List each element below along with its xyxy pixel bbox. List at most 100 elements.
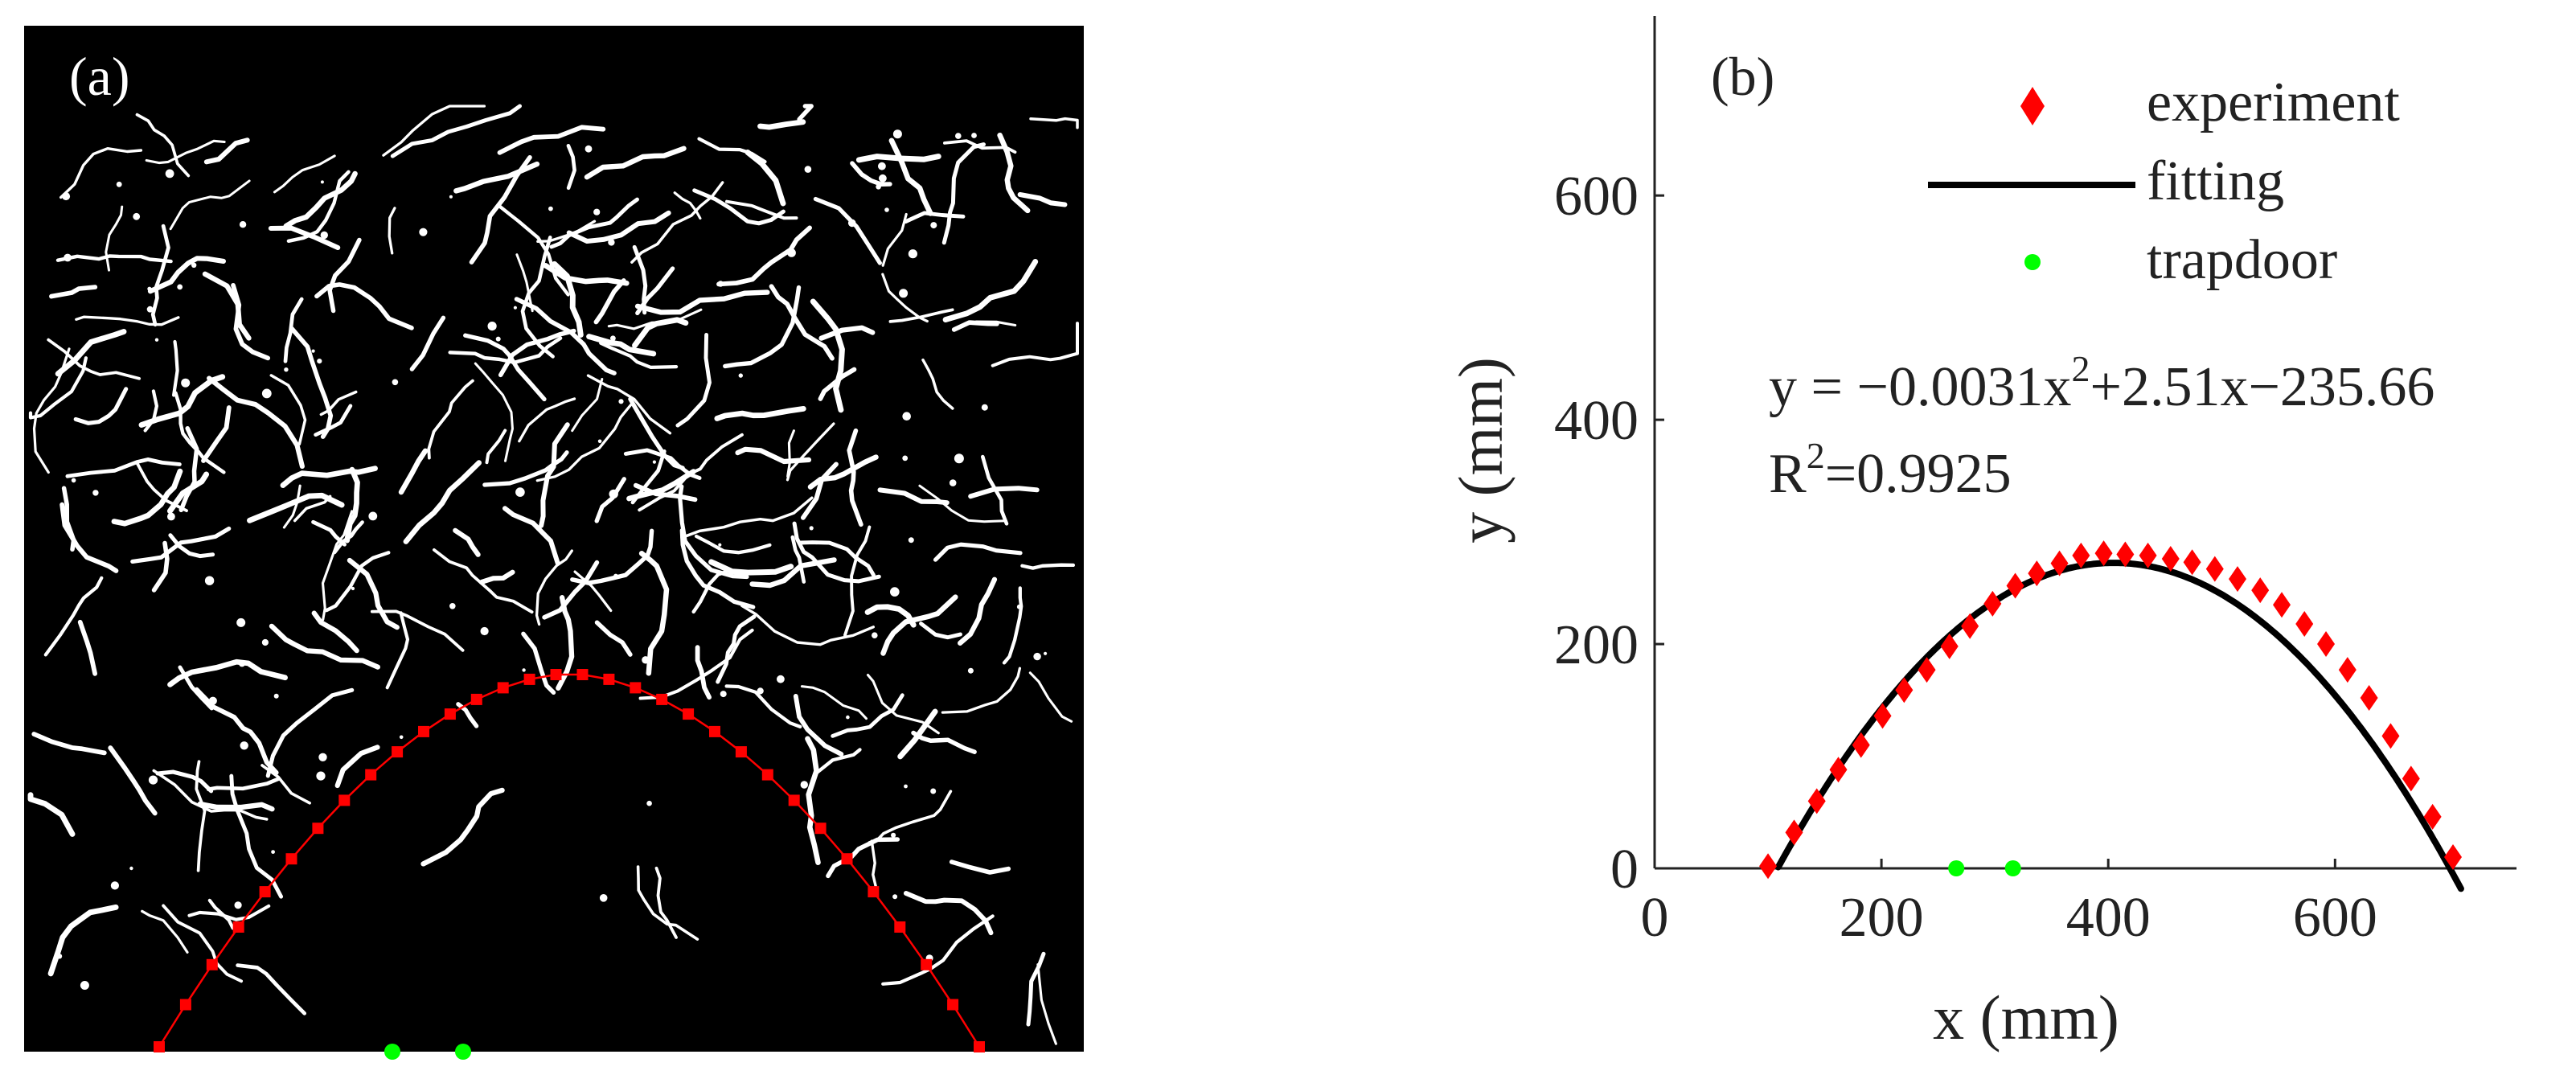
crack-blob: [80, 981, 89, 990]
crack: [801, 462, 839, 520]
crack: [814, 748, 862, 776]
crack-blob: [955, 133, 962, 139]
panel-a-label: (a): [69, 46, 129, 107]
experiment-point: [2161, 546, 2180, 572]
r-squared-tail: =0.9925: [1825, 443, 2012, 505]
arch-point: [232, 921, 244, 933]
crack-blob: [930, 222, 937, 229]
crack: [679, 528, 756, 609]
x-axis-label: x (mm): [1933, 983, 2119, 1052]
crack: [800, 685, 868, 720]
crack: [757, 119, 806, 130]
legend: experiment fitting trapdoor: [1928, 72, 2400, 291]
arch-point: [788, 794, 800, 806]
crack: [55, 254, 173, 264]
crack-blob: [902, 455, 909, 462]
crack: [623, 448, 702, 480]
crack: [881, 914, 995, 986]
crack-blob: [234, 901, 242, 909]
crack: [1029, 117, 1079, 129]
crack: [403, 460, 482, 544]
crack: [151, 540, 170, 593]
experiment-point: [2251, 577, 2270, 604]
crack: [941, 142, 986, 245]
crack-blob: [177, 284, 183, 290]
axes: [1653, 16, 2517, 870]
legend-trapdoor-label: trapdoor: [2147, 229, 2337, 291]
crack-blob: [261, 388, 272, 399]
crack: [155, 769, 214, 794]
crack-blob: [899, 289, 909, 298]
x-tick-label: 600: [2293, 887, 2377, 949]
crack-blob: [320, 231, 328, 240]
crack: [740, 604, 875, 646]
crack-blob: [718, 543, 722, 547]
crack: [958, 576, 998, 646]
crack: [370, 609, 465, 652]
crack: [55, 329, 127, 377]
crack: [31, 732, 107, 756]
crack: [260, 764, 311, 805]
arch-point: [974, 1041, 985, 1052]
experiment-point: [1807, 788, 1826, 814]
crack: [594, 620, 633, 657]
crack-blob: [593, 208, 601, 215]
r-squared-exponent: 2: [1807, 435, 1825, 476]
crack: [311, 610, 359, 654]
crack-blob: [1033, 652, 1041, 661]
crack-blob: [515, 487, 525, 497]
crack-blob: [239, 221, 247, 228]
crack: [716, 225, 812, 287]
crack: [130, 526, 232, 564]
crack: [556, 595, 575, 691]
crack: [594, 477, 626, 523]
crack: [632, 244, 648, 315]
crack: [27, 792, 76, 837]
crack-blob: [930, 788, 937, 794]
crack-blob: [316, 771, 326, 781]
arch-trace: [154, 669, 985, 1052]
y-tick-label: 400: [1554, 390, 1639, 452]
crack: [32, 347, 71, 474]
crack: [273, 154, 336, 194]
crack: [949, 860, 1011, 875]
x-tick-labels: 0 200 400 600: [1641, 887, 2377, 949]
crack: [933, 542, 1023, 562]
crack: [566, 144, 576, 191]
experiment-point: [1983, 590, 2002, 617]
crack: [502, 506, 560, 566]
crack: [951, 320, 999, 332]
crack: [169, 179, 251, 231]
arch-point: [523, 673, 535, 685]
arch-point: [630, 682, 642, 694]
crack-blob: [311, 349, 315, 353]
crack-blob: [884, 207, 889, 212]
crack: [680, 496, 814, 540]
y-tick-label: 600: [1554, 166, 1639, 228]
experiment-point: [1829, 757, 1848, 783]
crack: [723, 285, 802, 369]
fit-equation-tail: +2.51x−235.66: [2090, 356, 2434, 418]
experiment-point: [2183, 549, 2201, 576]
panel-b-label: (b): [1711, 46, 1774, 107]
arch-point: [470, 693, 482, 705]
crack: [675, 332, 712, 428]
arch-point: [841, 853, 853, 865]
crack-blob: [191, 262, 197, 268]
crack-blob: [271, 850, 275, 854]
crack-blob: [971, 133, 977, 138]
crack: [539, 422, 570, 528]
crack: [28, 356, 88, 420]
crack: [769, 284, 835, 361]
crack-blob: [62, 192, 71, 201]
crack: [324, 551, 391, 613]
crack: [334, 745, 380, 789]
crack: [514, 297, 617, 375]
experiment-point: [2402, 765, 2420, 792]
crack-blob: [449, 195, 453, 199]
crack: [714, 406, 806, 421]
crack: [586, 374, 672, 435]
crack: [469, 155, 532, 265]
crack: [903, 891, 994, 936]
experiment-point: [2116, 541, 2135, 568]
